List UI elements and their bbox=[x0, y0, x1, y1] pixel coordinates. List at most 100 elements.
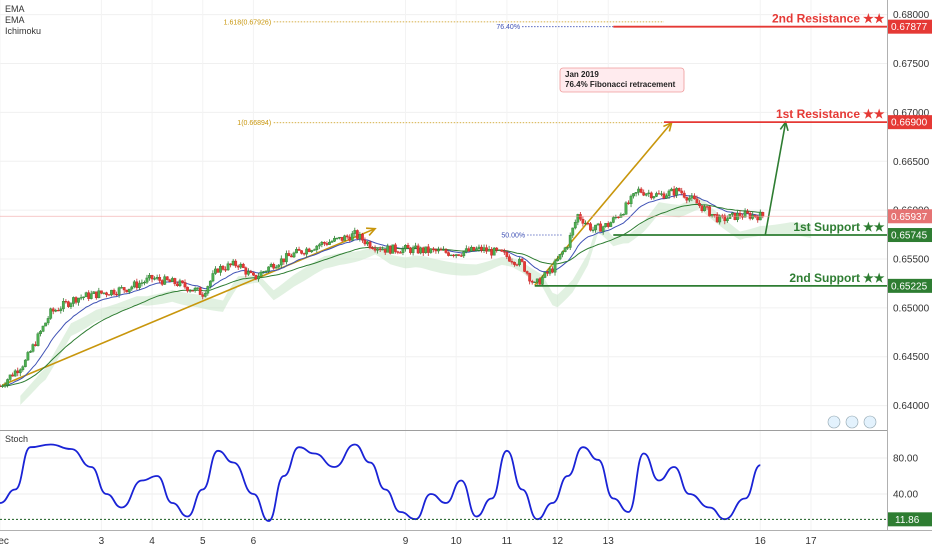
candle-body bbox=[383, 249, 387, 253]
candle-body bbox=[614, 216, 618, 219]
candle-body bbox=[51, 308, 55, 312]
candle-body bbox=[426, 246, 430, 253]
candle-body bbox=[523, 261, 526, 272]
candle-body bbox=[723, 215, 727, 222]
candle-body bbox=[328, 242, 331, 245]
candle-body bbox=[140, 282, 144, 284]
candle-body bbox=[36, 333, 40, 346]
level-stars: ★★ bbox=[863, 271, 885, 285]
candle-body bbox=[201, 294, 205, 297]
time-tick-label: 4 bbox=[149, 536, 155, 547]
candle-body bbox=[419, 247, 423, 254]
candle-body bbox=[77, 297, 80, 303]
fib-label: 1.618(0.67926) bbox=[224, 19, 271, 26]
candle-body bbox=[3, 384, 7, 387]
candle-body bbox=[175, 283, 179, 286]
candle-body bbox=[601, 226, 605, 232]
time-tick-label: 9 bbox=[403, 536, 409, 547]
candle-body bbox=[399, 252, 402, 254]
candle-body bbox=[660, 193, 663, 195]
candle-body bbox=[262, 271, 265, 273]
candle-body bbox=[74, 297, 78, 303]
time-axis[interactable]: Dec 3 4 5 6 9 10 11 12 13 16 17 bbox=[0, 530, 932, 548]
candle-body bbox=[748, 212, 752, 219]
candle-body bbox=[155, 277, 159, 279]
candle-body bbox=[229, 263, 233, 266]
candle-body bbox=[672, 188, 676, 196]
level-stars: ★★ bbox=[863, 107, 885, 121]
candle-body bbox=[18, 369, 22, 374]
level-name: 2nd Support bbox=[789, 271, 860, 285]
fib-label: 50.00% bbox=[501, 233, 525, 240]
candle-body bbox=[206, 286, 210, 294]
candle-body bbox=[208, 280, 212, 287]
candle-body bbox=[26, 352, 30, 361]
candle-body bbox=[467, 248, 471, 252]
candle-body bbox=[657, 193, 661, 195]
candle-body bbox=[89, 293, 93, 299]
candle-body bbox=[449, 254, 453, 256]
fibonacci-labels: 1.618(0.67926) 1(0.66894) 76.40% 50.00% bbox=[224, 19, 525, 239]
candle-body bbox=[680, 190, 684, 194]
candle-body bbox=[675, 188, 679, 196]
candle-body bbox=[307, 248, 311, 253]
price-pane[interactable]: EMA EMA Ichimoku Jan 2019 76.4% Fibonacc… bbox=[0, 0, 887, 530]
candle-body bbox=[186, 286, 189, 292]
candle-body bbox=[348, 236, 352, 241]
candle-body bbox=[259, 271, 263, 277]
candle-body bbox=[363, 239, 367, 245]
candle-body bbox=[718, 215, 722, 223]
level-price-value: 0.67877 bbox=[891, 22, 928, 33]
candle-body bbox=[437, 249, 440, 252]
candle-body bbox=[687, 197, 691, 201]
candle-body bbox=[216, 268, 220, 273]
candle-body bbox=[84, 292, 88, 298]
candle-body bbox=[563, 247, 567, 252]
candle-body bbox=[507, 256, 511, 262]
candle-body bbox=[170, 278, 174, 282]
candle-body bbox=[647, 192, 651, 194]
candle-body bbox=[300, 250, 303, 254]
candle-body bbox=[414, 245, 418, 248]
indicator-label: EMA bbox=[5, 15, 25, 25]
candle-body bbox=[135, 281, 139, 288]
candle-body bbox=[49, 308, 53, 319]
candle-body bbox=[386, 245, 390, 253]
candle-body bbox=[571, 227, 575, 236]
level-labels: 2nd Resistance ★★1st Resistance ★★1st Supp… bbox=[772, 12, 885, 285]
candle-body bbox=[168, 279, 172, 282]
candle-body bbox=[591, 229, 595, 231]
candle-body bbox=[510, 261, 514, 263]
level-price-badge bbox=[888, 278, 932, 293]
candle-body bbox=[609, 222, 613, 227]
candle-body bbox=[54, 310, 58, 312]
candle-body bbox=[497, 249, 501, 251]
candle-body bbox=[292, 252, 296, 258]
candle-body bbox=[505, 252, 509, 257]
candle-body bbox=[361, 234, 364, 241]
candle-body bbox=[274, 266, 278, 269]
candle-body bbox=[634, 192, 638, 194]
candle-body bbox=[502, 251, 506, 253]
candle-body bbox=[315, 245, 319, 250]
candle-body bbox=[751, 214, 755, 219]
candle-body bbox=[132, 281, 136, 288]
candle-body bbox=[378, 248, 382, 251]
candle-body bbox=[115, 293, 118, 296]
candle-body bbox=[500, 249, 504, 252]
candle-body bbox=[743, 211, 747, 218]
time-tick-label: 3 bbox=[99, 536, 105, 547]
candle-body bbox=[320, 241, 324, 245]
candle-body bbox=[145, 277, 149, 283]
time-tick-label: 6 bbox=[251, 536, 257, 547]
candle-body bbox=[64, 301, 68, 303]
candle-body bbox=[173, 278, 177, 285]
candles bbox=[0, 185, 765, 388]
candle-body bbox=[82, 296, 86, 298]
candle-body bbox=[284, 253, 288, 263]
candle-body bbox=[0, 385, 2, 388]
stochastic-pane[interactable]: Stoch bbox=[0, 434, 887, 522]
candle-body bbox=[56, 310, 60, 312]
candle-body bbox=[589, 223, 592, 231]
